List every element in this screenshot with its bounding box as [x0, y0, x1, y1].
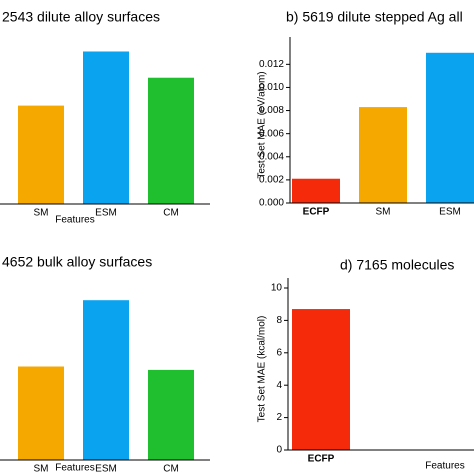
y-tick-label: 0.010: [259, 82, 284, 93]
x-tick-label: ECFP: [303, 207, 330, 218]
x-axis-label: Features: [425, 461, 464, 472]
bar: [83, 300, 129, 460]
y-tick-label: 0.008: [259, 105, 284, 116]
y-tick-label: 6: [276, 347, 282, 358]
bar: [18, 366, 64, 460]
x-tick-label: ECFP: [308, 454, 335, 465]
panel-title: 4652 bulk alloy surfaces: [2, 254, 152, 270]
y-tick-label: 0: [276, 445, 282, 456]
y-tick-label: 10: [271, 283, 283, 294]
y-tick-label: 0.000: [259, 198, 284, 209]
bar: [292, 178, 340, 203]
bar: [18, 105, 64, 204]
x-tick-label: SM: [34, 464, 49, 474]
bar: [292, 309, 350, 450]
y-tick-label: 8: [276, 315, 282, 326]
x-tick-label: SM: [376, 207, 391, 218]
bar: [148, 369, 194, 460]
x-tick-label: SM: [34, 208, 49, 219]
x-tick-label: ESM: [95, 464, 117, 474]
y-axis-label: Test Set MAE (eV/atom): [257, 71, 268, 178]
bar: [148, 77, 194, 204]
y-tick-label: 0.012: [259, 59, 284, 70]
x-axis-label: Features: [55, 463, 94, 474]
bar: [359, 107, 407, 203]
y-tick-label: 0.004: [259, 151, 284, 162]
x-tick-label: CM: [163, 464, 179, 474]
x-axis-label: Features: [55, 215, 94, 226]
bar: [83, 51, 129, 205]
x-tick-label: CM: [163, 208, 179, 219]
y-axis-label: Test Set MAE (kcal/mol): [257, 316, 268, 423]
y-tick-label: 2: [276, 412, 282, 423]
bar: [426, 52, 474, 204]
y-tick-label: 0.002: [259, 175, 284, 186]
y-tick-label: 0.006: [259, 128, 284, 139]
y-tick-label: 4: [276, 380, 282, 391]
panel-title: d) 7165 molecules: [340, 257, 454, 273]
panel-title: 2543 dilute alloy surfaces: [2, 9, 160, 25]
x-tick-label: ESM: [95, 208, 117, 219]
x-tick-label: ESM: [439, 207, 461, 218]
panel-title: b) 5619 dilute stepped Ag all: [286, 9, 463, 25]
